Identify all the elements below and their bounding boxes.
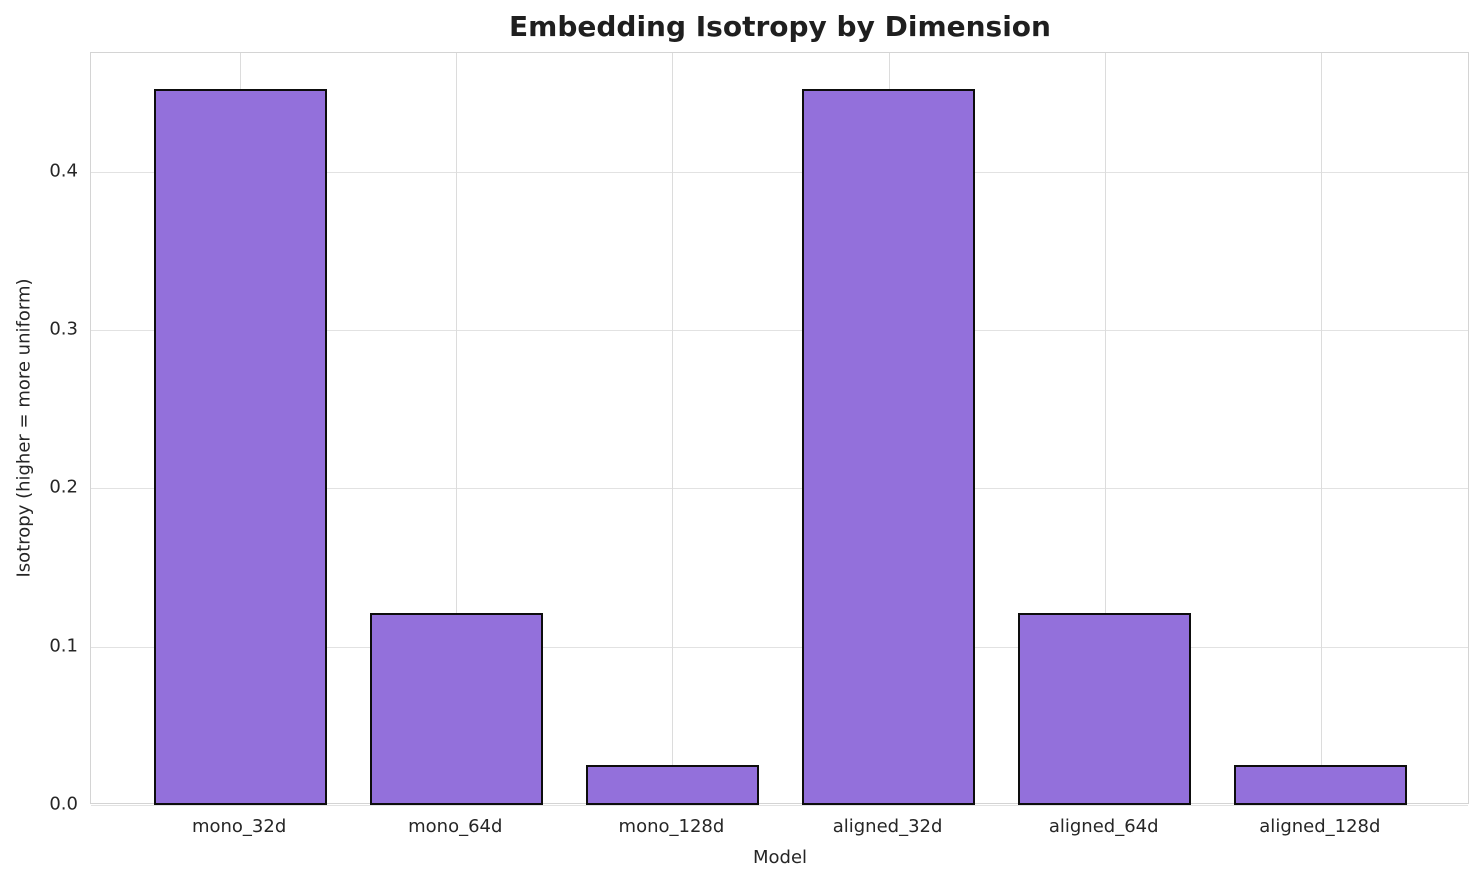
y-tick-label: 0.3 xyxy=(49,318,78,340)
plot-area xyxy=(90,52,1469,806)
v-gridline xyxy=(456,53,458,803)
y-tick-label: 0.0 xyxy=(49,793,78,815)
y-tick-label: 0.1 xyxy=(49,635,78,657)
bar xyxy=(585,765,759,805)
chart-title: Embedding Isotropy by Dimension xyxy=(509,10,1051,43)
bar xyxy=(802,89,976,805)
h-gridline xyxy=(91,646,1468,648)
v-gridline xyxy=(1320,53,1322,803)
x-tick-label: aligned_128d xyxy=(1259,816,1381,837)
h-gridline xyxy=(91,330,1468,332)
y-tick-label: 0.4 xyxy=(49,160,78,182)
x-axis-label: Model xyxy=(752,847,808,868)
h-gridline xyxy=(91,171,1468,173)
bar xyxy=(1234,765,1408,805)
h-gridline xyxy=(91,488,1468,490)
x-tick-label: mono_64d xyxy=(408,816,503,837)
bar xyxy=(369,613,543,805)
y-axis-label: Isotropy (higher = more uniform) xyxy=(13,278,35,578)
x-tick-label: mono_32d xyxy=(191,816,287,837)
h-gridline xyxy=(91,805,1468,806)
x-tick-label: mono_128d xyxy=(618,816,725,837)
x-tick-label: aligned_64d xyxy=(1048,816,1159,837)
v-gridline xyxy=(672,53,674,803)
v-gridline xyxy=(1104,53,1106,803)
bar xyxy=(1018,613,1192,805)
y-tick-label: 0.2 xyxy=(49,476,78,498)
x-tick-label: aligned_32d xyxy=(832,816,943,837)
bar xyxy=(153,89,327,805)
